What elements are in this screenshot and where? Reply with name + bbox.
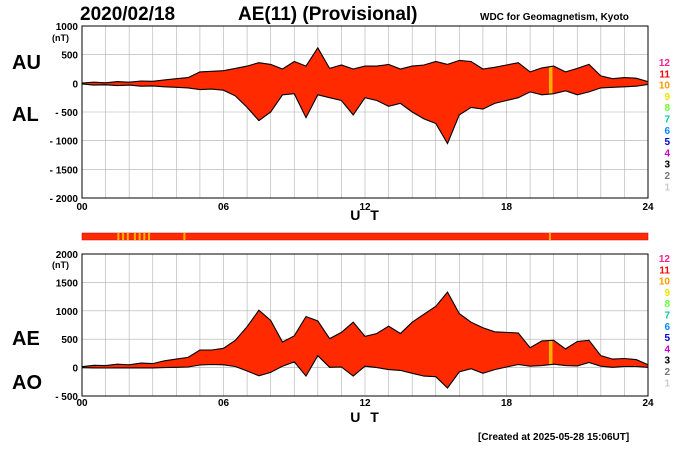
x-tick-label: 24 <box>642 398 654 409</box>
legend-level: 5 <box>664 137 670 148</box>
y-tick-label: - 500 <box>55 392 78 403</box>
legend-level: 12 <box>659 58 671 69</box>
ae-ao-xlabel: U T <box>350 409 382 425</box>
activity-bar-segment <box>126 233 129 240</box>
y-tick-label: 500 <box>61 51 78 62</box>
chart-title: AE(11) (Provisional) <box>238 4 418 25</box>
ae-ao-frame <box>81 253 649 397</box>
legend-level: 7 <box>664 311 670 322</box>
source-label: WDC for Geomagnetism, Kyoto <box>480 12 629 23</box>
au-al-panel: 1000 500 0 - 500 - 1000 - 1500 - 2000 00 06 12 18… <box>50 22 654 223</box>
highlight-stripe <box>548 66 553 94</box>
y-tick-label: 500 <box>61 335 78 346</box>
legend-level: 1 <box>664 378 670 389</box>
legend-level: 10 <box>659 81 671 92</box>
y-tick-label: 1500 <box>56 278 79 289</box>
activity-bar-segment <box>138 233 141 240</box>
date-title: 2020/02/18 <box>80 4 176 25</box>
legend-level: 2 <box>664 367 670 378</box>
created-timestamp: [Created at 2025-05-28 15:06UT] <box>478 432 630 443</box>
activity-bar-segment <box>122 233 125 240</box>
legend-level: 11 <box>659 69 670 80</box>
x-tick-label: 06 <box>218 202 230 213</box>
x-tick-label: 12 <box>359 398 371 409</box>
activity-bar-segment <box>183 233 186 240</box>
au-al-grid <box>82 25 648 199</box>
activity-bar-base <box>81 232 649 241</box>
legend-level: 6 <box>664 322 670 333</box>
legend-level: 7 <box>664 115 670 126</box>
activity-bar-segment <box>117 233 120 240</box>
ao-line <box>81 354 649 389</box>
legend-level: 6 <box>664 126 670 137</box>
y-tick-label: 1000 <box>56 22 79 33</box>
legend-level: 3 <box>664 356 670 367</box>
x-tick-label: 18 <box>501 398 513 409</box>
legend-level: 4 <box>664 148 670 159</box>
ae-ao-panel: 2000 1500 1000 500 0 - 500 00 06 12 18 24 (nT) U … <box>52 250 654 425</box>
au-al-highlights <box>548 66 553 94</box>
highlight-stripe <box>548 340 553 365</box>
activity-bar-segment <box>133 233 136 240</box>
y-tick-label: 2000 <box>56 250 79 261</box>
au-al-fill <box>82 47 648 144</box>
y-tick-label: - 1500 <box>50 165 79 176</box>
legend-level: 8 <box>664 103 670 114</box>
y-tick-label: - 2000 <box>50 194 79 205</box>
x-tick-label: 06 <box>218 398 230 409</box>
x-tick-label: 00 <box>76 202 88 213</box>
ae-ao-grid <box>82 253 648 397</box>
legend-level: 9 <box>664 92 670 103</box>
legend-level: 2 <box>664 171 670 182</box>
legend-level: 4 <box>664 344 670 355</box>
au-al-frame <box>81 25 649 199</box>
activity-bar-segment <box>143 233 146 240</box>
y-tick-label: - 500 <box>55 108 78 119</box>
legend-level: 11 <box>659 265 670 276</box>
legend-level: 3 <box>664 160 670 171</box>
au-al-xlabel: U T <box>350 207 382 223</box>
legend-level: 12 <box>659 254 671 265</box>
y-tick-label: - 1000 <box>50 137 79 148</box>
ae-ao-highlights <box>548 340 553 365</box>
legend-level: 8 <box>664 299 670 310</box>
activity-bar-segment <box>148 233 151 240</box>
legend-level: 10 <box>659 277 671 288</box>
side-label-ae: AE <box>12 328 40 350</box>
x-tick-label: 18 <box>501 202 513 213</box>
legend-level: 1 <box>664 182 670 193</box>
y-tick-label: 0 <box>72 79 78 90</box>
y-tick-label: 0 <box>72 364 78 375</box>
side-label-au: AU <box>12 52 41 74</box>
ae-line <box>81 291 649 368</box>
au-al-unit: (nT) <box>52 33 69 43</box>
ae-ao-fill <box>82 292 648 388</box>
al-line <box>81 83 649 145</box>
ae-ao-unit: (nT) <box>52 260 69 270</box>
au-line <box>81 46 649 84</box>
side-label-ao: AO <box>12 372 42 394</box>
activity-bar <box>81 232 649 241</box>
legend-level: 9 <box>664 288 670 299</box>
legend-level: 5 <box>664 333 670 344</box>
x-tick-label: 00 <box>76 398 88 409</box>
side-label-al: AL <box>12 104 39 126</box>
activity-bar-segment <box>548 233 551 240</box>
x-tick-label: 24 <box>642 202 654 213</box>
y-tick-label: 1000 <box>56 307 79 318</box>
x-tick-label: 12 <box>359 202 371 213</box>
